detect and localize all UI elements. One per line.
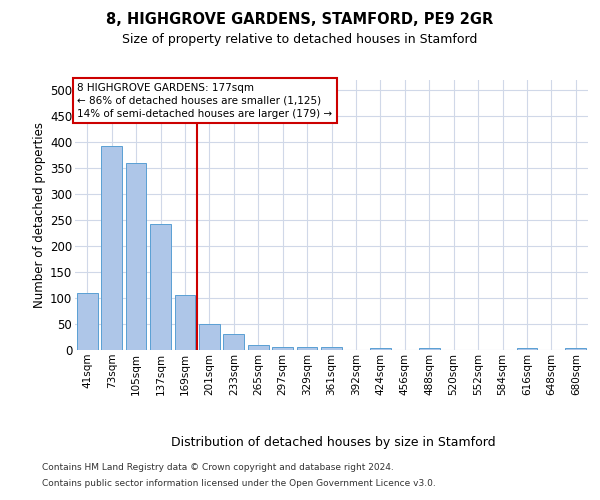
Bar: [517, 348, 538, 350]
Bar: [199, 324, 220, 350]
Text: 8, HIGHGROVE GARDENS, STAMFORD, PE9 2GR: 8, HIGHGROVE GARDENS, STAMFORD, PE9 2GR: [106, 12, 494, 28]
Bar: [248, 346, 269, 350]
Bar: [77, 293, 98, 350]
Text: Distribution of detached houses by size in Stamford: Distribution of detached houses by size …: [170, 436, 496, 449]
Bar: [101, 146, 122, 350]
Bar: [175, 296, 196, 350]
Bar: [296, 348, 317, 350]
Text: Contains HM Land Registry data © Crown copyright and database right 2024.: Contains HM Land Registry data © Crown c…: [42, 464, 394, 472]
Bar: [565, 348, 586, 350]
Y-axis label: Number of detached properties: Number of detached properties: [33, 122, 46, 308]
Bar: [125, 163, 146, 350]
Bar: [419, 348, 440, 350]
Text: 8 HIGHGROVE GARDENS: 177sqm
← 86% of detached houses are smaller (1,125)
14% of : 8 HIGHGROVE GARDENS: 177sqm ← 86% of det…: [77, 82, 332, 119]
Bar: [370, 348, 391, 350]
Bar: [272, 348, 293, 350]
Bar: [321, 348, 342, 350]
Bar: [150, 224, 171, 350]
Text: Contains public sector information licensed under the Open Government Licence v3: Contains public sector information licen…: [42, 478, 436, 488]
Text: Size of property relative to detached houses in Stamford: Size of property relative to detached ho…: [122, 32, 478, 46]
Bar: [223, 334, 244, 350]
